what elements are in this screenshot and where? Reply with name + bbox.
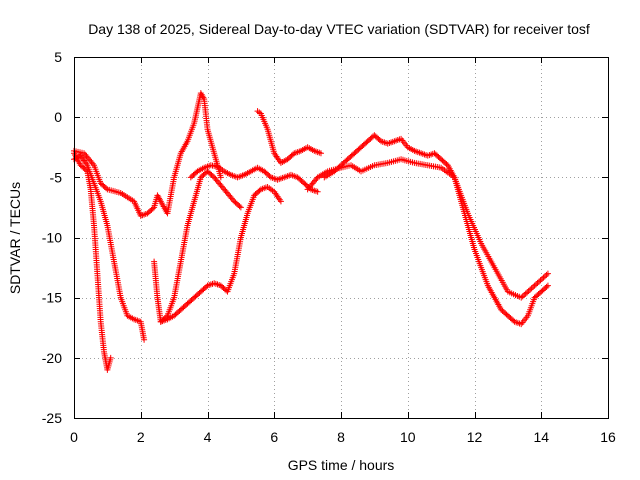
data-point (237, 204, 244, 211)
data-point (531, 282, 538, 289)
y-tick-label: -20 (42, 350, 62, 366)
data-point (527, 286, 534, 293)
series-trace-5 (157, 183, 284, 325)
data-point (530, 283, 537, 290)
data-point (510, 317, 517, 324)
data-point (533, 281, 540, 288)
data-point (236, 203, 243, 210)
series-trace-1 (71, 150, 114, 373)
data-point (266, 173, 273, 180)
data-point (544, 270, 551, 277)
data-point (519, 293, 526, 300)
data-point (141, 336, 148, 343)
y-tick-label: -25 (42, 410, 62, 426)
data-point (256, 187, 263, 194)
data-point (536, 278, 543, 285)
y-tick-label: -15 (42, 290, 62, 306)
y-tick-label: 0 (54, 109, 62, 125)
data-point (538, 275, 545, 282)
series-trace-2 (71, 152, 148, 343)
x-tick-label: 0 (70, 429, 78, 445)
x-tick-label: 4 (204, 429, 212, 445)
data-point (203, 283, 210, 290)
data-point (193, 169, 200, 176)
chart-title: Day 138 of 2025, Sidereal Day-to-day VTE… (88, 21, 590, 37)
data-point (544, 282, 551, 289)
data-point (525, 287, 532, 294)
data-point (217, 174, 224, 181)
data-point (289, 151, 296, 158)
series-trace-3 (71, 90, 224, 219)
x-tick-label: 14 (533, 429, 549, 445)
series-trace-6 (187, 162, 321, 195)
series-trace-9 (304, 156, 551, 301)
x-tick-label: 2 (137, 429, 145, 445)
x-tick-label: 16 (600, 429, 616, 445)
y-tick-label: -5 (50, 169, 63, 185)
data-point (376, 137, 383, 144)
data-point (103, 185, 110, 192)
data-point (107, 354, 114, 361)
data-point (149, 205, 156, 212)
data-point (537, 277, 544, 284)
y-axis-label: SDTVAR / TECUs (7, 182, 23, 294)
data-layer (71, 90, 551, 373)
x-tick-label: 8 (337, 429, 345, 445)
data-point (277, 198, 284, 205)
data-point (521, 291, 528, 298)
series-trace-7 (254, 108, 324, 166)
tick-layer: 0 2 4 6 8 10 12 14 16 -25 -20 -15 -10 -5 0 5 (42, 49, 616, 445)
data-point (524, 289, 531, 296)
data-point (317, 150, 324, 157)
x-tick-label: 6 (270, 429, 278, 445)
data-point (528, 285, 535, 292)
data-point (522, 290, 529, 297)
grid-layer (74, 57, 608, 418)
data-point (518, 294, 525, 301)
data-point (534, 279, 541, 286)
series-trace-4 (151, 168, 244, 325)
data-point (314, 188, 321, 195)
y-tick-label: -10 (42, 230, 62, 246)
x-tick-label: 12 (467, 429, 483, 445)
data-point (209, 173, 216, 180)
x-tick-label: 10 (400, 429, 416, 445)
x-axis-label: GPS time / hours (288, 457, 395, 473)
data-point (541, 273, 548, 280)
data-point (543, 271, 550, 278)
data-point (543, 283, 550, 290)
y-tick-label: 5 (54, 49, 62, 65)
data-point (540, 274, 547, 281)
series-trace-8 (321, 132, 551, 328)
